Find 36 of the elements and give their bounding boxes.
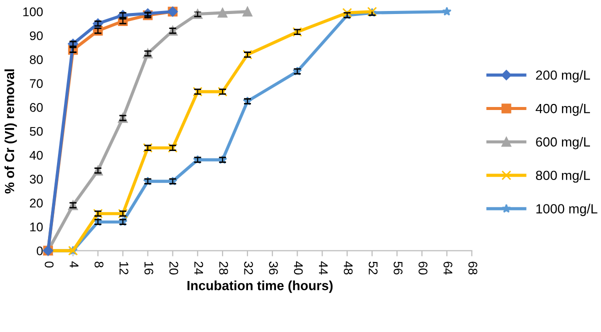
y-tick-label: 20 [30, 198, 43, 208]
x-tick-label: 68 [468, 262, 478, 274]
legend-label: 200 mg/L [536, 70, 590, 82]
x-axis-title: Incubation time (hours) [188, 280, 333, 293]
y-tick-label: 90 [30, 31, 43, 40]
legend-label: 400 mg/L [536, 104, 590, 116]
x-tick-label: 36 [269, 262, 278, 274]
x-tick-label: 32 [244, 262, 253, 274]
legend-label: 600 mg/L [536, 136, 590, 150]
x-tick-label: 48 [344, 261, 353, 274]
legend-label: 800 mg/L [536, 170, 590, 183]
x-tick-label: 60 [418, 262, 428, 274]
y-tick-label: 30 [30, 174, 43, 184]
y-tick-label: 100 [23, 7, 43, 16]
x-tick-label: 0 [44, 262, 54, 268]
y-tick-label: 70 [30, 79, 43, 88]
x-tick-label: 8 [94, 262, 104, 268]
x-tick-label: 56 [394, 262, 403, 274]
legend-label: 1000 mg/L [536, 204, 598, 216]
y-tick-label: 80 [30, 55, 43, 64]
y-tick-label: 40 [30, 150, 43, 160]
x-tick-label: 24 [194, 262, 204, 275]
y-tick-label: 0 [36, 246, 43, 256]
y-tick-label: 60 [30, 103, 43, 112]
x-tick-label: 64 [444, 262, 452, 275]
x-tick-label: 40 [294, 261, 303, 274]
x-tick-label: 52 [368, 262, 378, 274]
y-tick-label: 10 [30, 222, 43, 232]
y-tick-label: 50 [30, 126, 43, 136]
x-tick-label: 20 [169, 262, 178, 274]
x-tick-label: 12 [120, 262, 128, 274]
x-tick-label: 16 [144, 262, 154, 274]
x-tick-label: 44 [319, 261, 328, 275]
x-tick-label: 28 [219, 262, 228, 274]
y-axis-title: % of Cr (VI) removal [4, 69, 17, 194]
x-tick-label: 4 [70, 261, 78, 268]
